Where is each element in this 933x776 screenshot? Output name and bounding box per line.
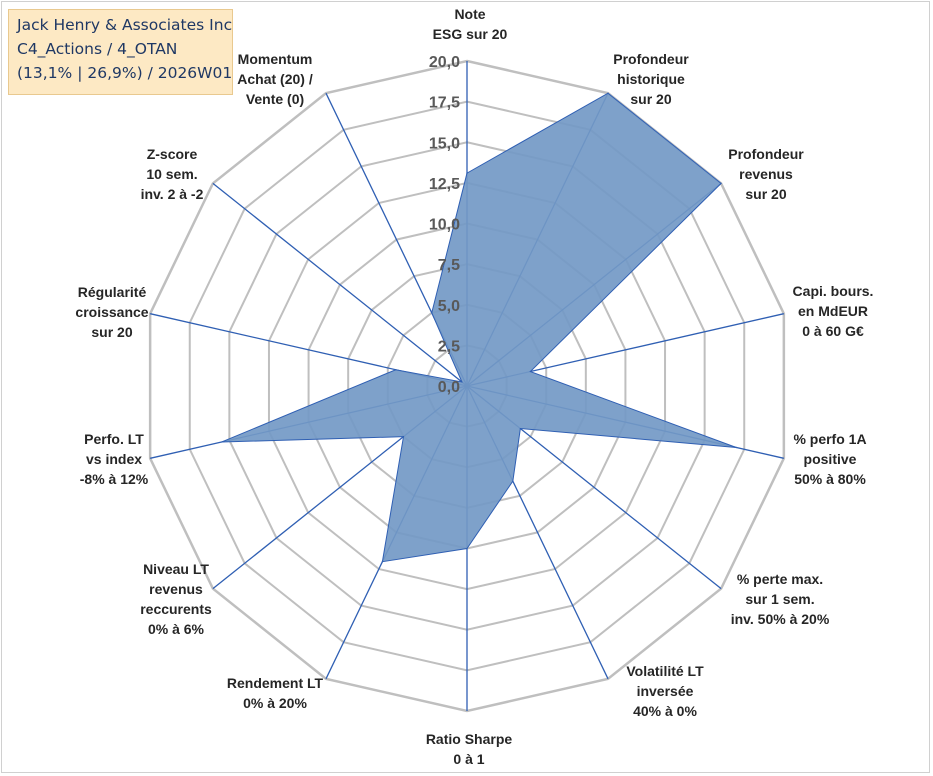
series-layer bbox=[220, 92, 737, 563]
axis-label-line: 10 sem. bbox=[146, 166, 197, 182]
axis-label-line: 0 à 1 bbox=[453, 751, 484, 767]
axis-label-11: Régularité croissance sur 20 bbox=[75, 284, 148, 340]
label-layer: Note ESG sur 20 Profondeur historique sur 20… bbox=[75, 6, 873, 767]
tick-label: 20,0 bbox=[429, 54, 460, 71]
axis-label-4: % perfo 1A positive 50% à 80% bbox=[793, 431, 866, 487]
axis-label-line: inv. 2 à -2 bbox=[141, 186, 204, 202]
axis-label-line: sur 20 bbox=[745, 186, 786, 202]
axis-label-line: Capi. bours. bbox=[793, 283, 874, 299]
data-point-4 bbox=[735, 446, 737, 449]
axis-label-line: Ratio Sharpe bbox=[426, 731, 513, 747]
data-point-11 bbox=[395, 369, 397, 371]
axis-label-line: % perte max. bbox=[737, 571, 823, 587]
axis-label-line: ESG sur 20 bbox=[433, 26, 508, 42]
tick-label: 10,0 bbox=[429, 217, 460, 234]
data-point-0 bbox=[466, 172, 468, 174]
spoke-12 bbox=[212, 182, 468, 387]
axis-label-line: Perfo. LT bbox=[84, 431, 144, 447]
data-point-12 bbox=[461, 381, 463, 383]
axis-label-line: -8% à 12% bbox=[80, 471, 149, 487]
data-point-13 bbox=[431, 312, 433, 314]
data-point-10 bbox=[220, 441, 223, 443]
axis-label-line: Profondeur bbox=[613, 51, 689, 67]
data-point-8 bbox=[381, 561, 383, 563]
axis-label-line: revenus bbox=[739, 166, 793, 182]
axis-label-line: Achat (20) / bbox=[237, 71, 313, 87]
data-point-7 bbox=[466, 547, 468, 550]
axis-label-line: inv. 50% à 20% bbox=[731, 611, 830, 627]
axis-label-9: Niveau LT revenus reccurents 0% à 6% bbox=[140, 561, 212, 637]
data-point-9 bbox=[402, 436, 405, 438]
axis-label-line: Z-score bbox=[147, 146, 198, 162]
tick-label: 12,5 bbox=[429, 176, 460, 193]
axis-label-line: Profondeur bbox=[728, 146, 804, 162]
axis-label-7: Ratio Sharpe 0 à 1 bbox=[426, 731, 513, 767]
axis-label-8: Rendement LT 0% à 20% bbox=[227, 675, 324, 711]
title-box: Jack Henry & Associates Inc C4_Actions /… bbox=[8, 9, 233, 95]
data-point-1 bbox=[607, 92, 609, 94]
axis-label-3: Capi. bours. en MdEUR 0 à 60 G€ bbox=[793, 283, 874, 339]
axis-label-line: sur 20 bbox=[91, 324, 132, 340]
axis-label-line: Rendement LT bbox=[227, 675, 324, 691]
axis-label-line: Momentum bbox=[238, 51, 313, 67]
axis-label-line: en MdEUR bbox=[798, 303, 868, 319]
axis-label-1: Profondeur historique sur 20 bbox=[613, 51, 689, 107]
tick-layer: 0,0 2,5 5,0 7,5 10,0 12,5 15,0 17,5 20,0 bbox=[429, 54, 460, 396]
axis-label-6: Volatilité LT inversée 40% à 0% bbox=[626, 663, 704, 719]
axis-label-line: Volatilité LT bbox=[626, 663, 704, 679]
data-point-2 bbox=[720, 182, 722, 184]
axis-label-5: % perte max. sur 1 sem. inv. 50% à 20% bbox=[731, 571, 830, 627]
axis-label-line: Régularité bbox=[78, 284, 147, 300]
axis-label-0: Note ESG sur 20 bbox=[433, 6, 508, 42]
axis-label-line: % perfo 1A bbox=[793, 431, 866, 447]
axis-label-line: revenus bbox=[149, 581, 203, 597]
axis-label-line: 40% à 0% bbox=[633, 703, 697, 719]
axis-label-line: sur 1 sem. bbox=[745, 591, 814, 607]
data-point-6 bbox=[512, 480, 514, 482]
tick-label: 5,0 bbox=[438, 298, 460, 315]
data-point-5 bbox=[519, 427, 521, 430]
axis-label-12: Z-score 10 sem. inv. 2 à -2 bbox=[141, 146, 204, 202]
axis-label-10: Perfo. LT vs index -8% à 12% bbox=[80, 431, 149, 487]
axis-label-line: positive bbox=[804, 451, 857, 467]
axis-label-13: Momentum Achat (20) / Vente (0) bbox=[237, 51, 313, 107]
axis-label-line: Note bbox=[454, 6, 485, 22]
tick-label: 2,5 bbox=[438, 338, 460, 355]
data-point-3 bbox=[529, 370, 531, 373]
axis-label-line: sur 20 bbox=[630, 91, 671, 107]
axis-label-line: historique bbox=[617, 71, 685, 87]
axis-label-line: inversée bbox=[637, 683, 694, 699]
tick-label: 0,0 bbox=[438, 379, 460, 396]
stats-line: (13,1% | 26,9%) / 2026W01 bbox=[17, 64, 233, 82]
axis-label-line: reccurents bbox=[140, 601, 212, 617]
category-line: C4_Actions / 4_OTAN bbox=[17, 40, 178, 58]
axis-label-line: 0% à 6% bbox=[148, 621, 205, 637]
axis-label-2: Profondeur revenus sur 20 bbox=[728, 146, 804, 202]
axis-label-line: Vente (0) bbox=[246, 91, 304, 107]
axis-label-line: 0% à 20% bbox=[243, 695, 307, 711]
tick-label: 17,5 bbox=[429, 95, 460, 112]
axis-label-line: croissance bbox=[75, 304, 148, 320]
axis-label-line: vs index bbox=[86, 451, 142, 467]
tick-label: 7,5 bbox=[438, 257, 460, 274]
company-name: Jack Henry & Associates Inc bbox=[17, 16, 233, 34]
axis-label-line: 50% à 80% bbox=[794, 471, 866, 487]
tick-label: 15,0 bbox=[429, 135, 460, 152]
axis-label-line: Niveau LT bbox=[143, 561, 209, 577]
axis-label-line: 0 à 60 G€ bbox=[802, 323, 864, 339]
